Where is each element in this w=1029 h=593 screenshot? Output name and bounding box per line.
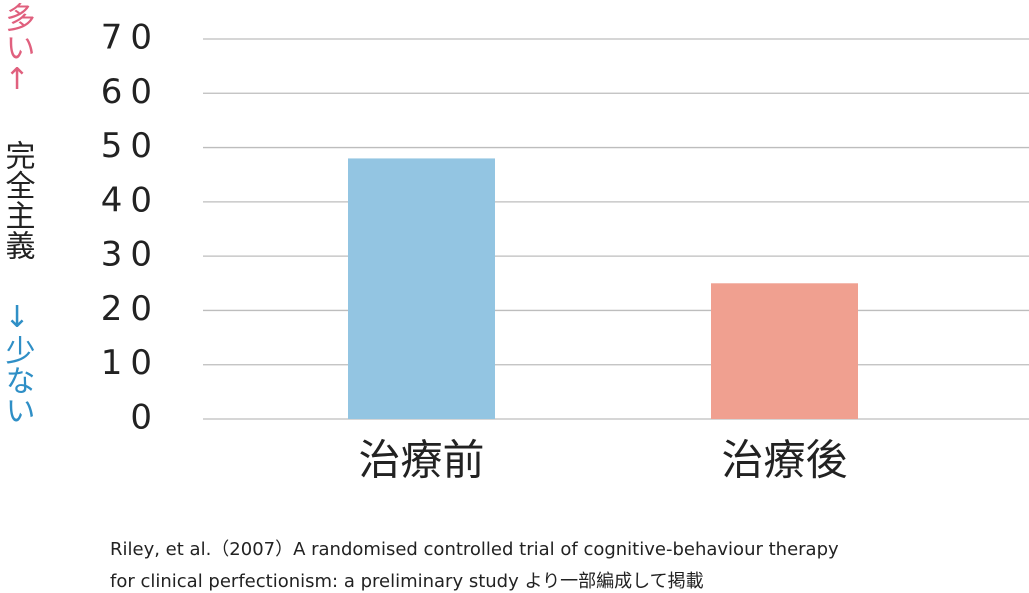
x-tick-label: 治療後 [721,436,847,485]
y-tick-label: 30 [101,235,160,275]
x-tick-label: 治療前 [358,436,484,485]
y-tick-label: 20 [101,289,160,329]
y-tick-label: 10 [101,343,160,383]
y-tick-label: 0 [130,398,160,438]
bar [711,283,858,419]
y-axis-label: 多い↑ [0,2,35,97]
y-tick-label: 60 [101,72,160,112]
source-note: for clinical perfectionism: a preliminar… [110,571,704,592]
y-tick-label: 40 [101,180,160,220]
y-axis-label: 完全主義 [0,140,36,260]
source-note: Riley, et al.（2007）A randomised controll… [110,539,839,560]
bar [348,158,495,419]
y-tick-label: 50 [101,126,160,166]
y-tick-label: 70 [101,18,160,58]
y-axis-label: ↓少ない [0,300,36,425]
